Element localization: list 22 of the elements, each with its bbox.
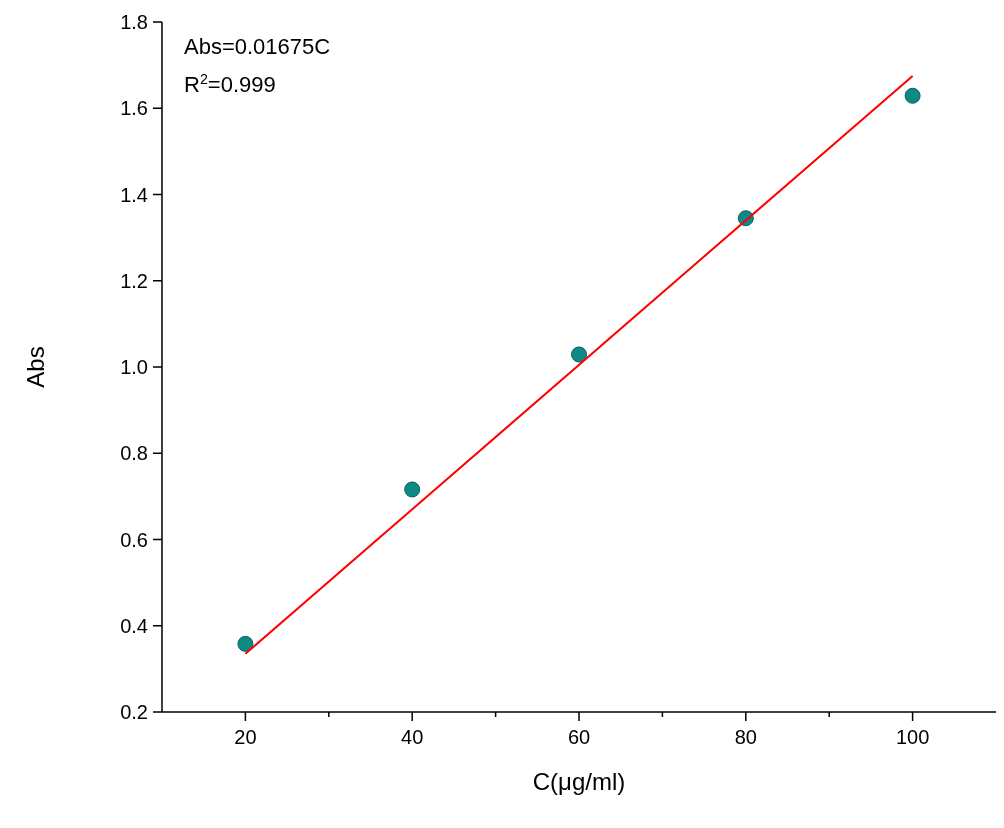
point [904,87,921,104]
y-tick-label: 0.4 [120,614,148,637]
y-tick-label: 0.6 [120,528,148,551]
x-tick-label: 100 [895,726,930,748]
point [571,346,587,363]
y-tick-label: 0.8 [120,442,148,465]
y-tick-label: 0.2 [120,701,148,723]
y-tick-label: 1.8 [120,11,148,33]
x-tick-label: 20 [234,726,257,748]
point [237,635,254,652]
y-tick-label: 1.4 [120,183,148,206]
y-tick-label: 1.2 [120,269,148,292]
point [404,481,421,498]
x-tick-label: 60 [567,726,591,748]
annotation: R$^{2}$=0.999 [184,71,276,97]
x-axis-title: C(μg/ml) [532,768,626,795]
y-axis-title: Abs [22,346,49,388]
y-tick-label: 1.0 [120,356,148,378]
x-tick-label: 80 [734,726,757,748]
annotation: Abs=0.01675C [184,34,331,59]
y-tick-label: 1.6 [120,97,148,120]
x-tick-label: 40 [401,726,424,748]
